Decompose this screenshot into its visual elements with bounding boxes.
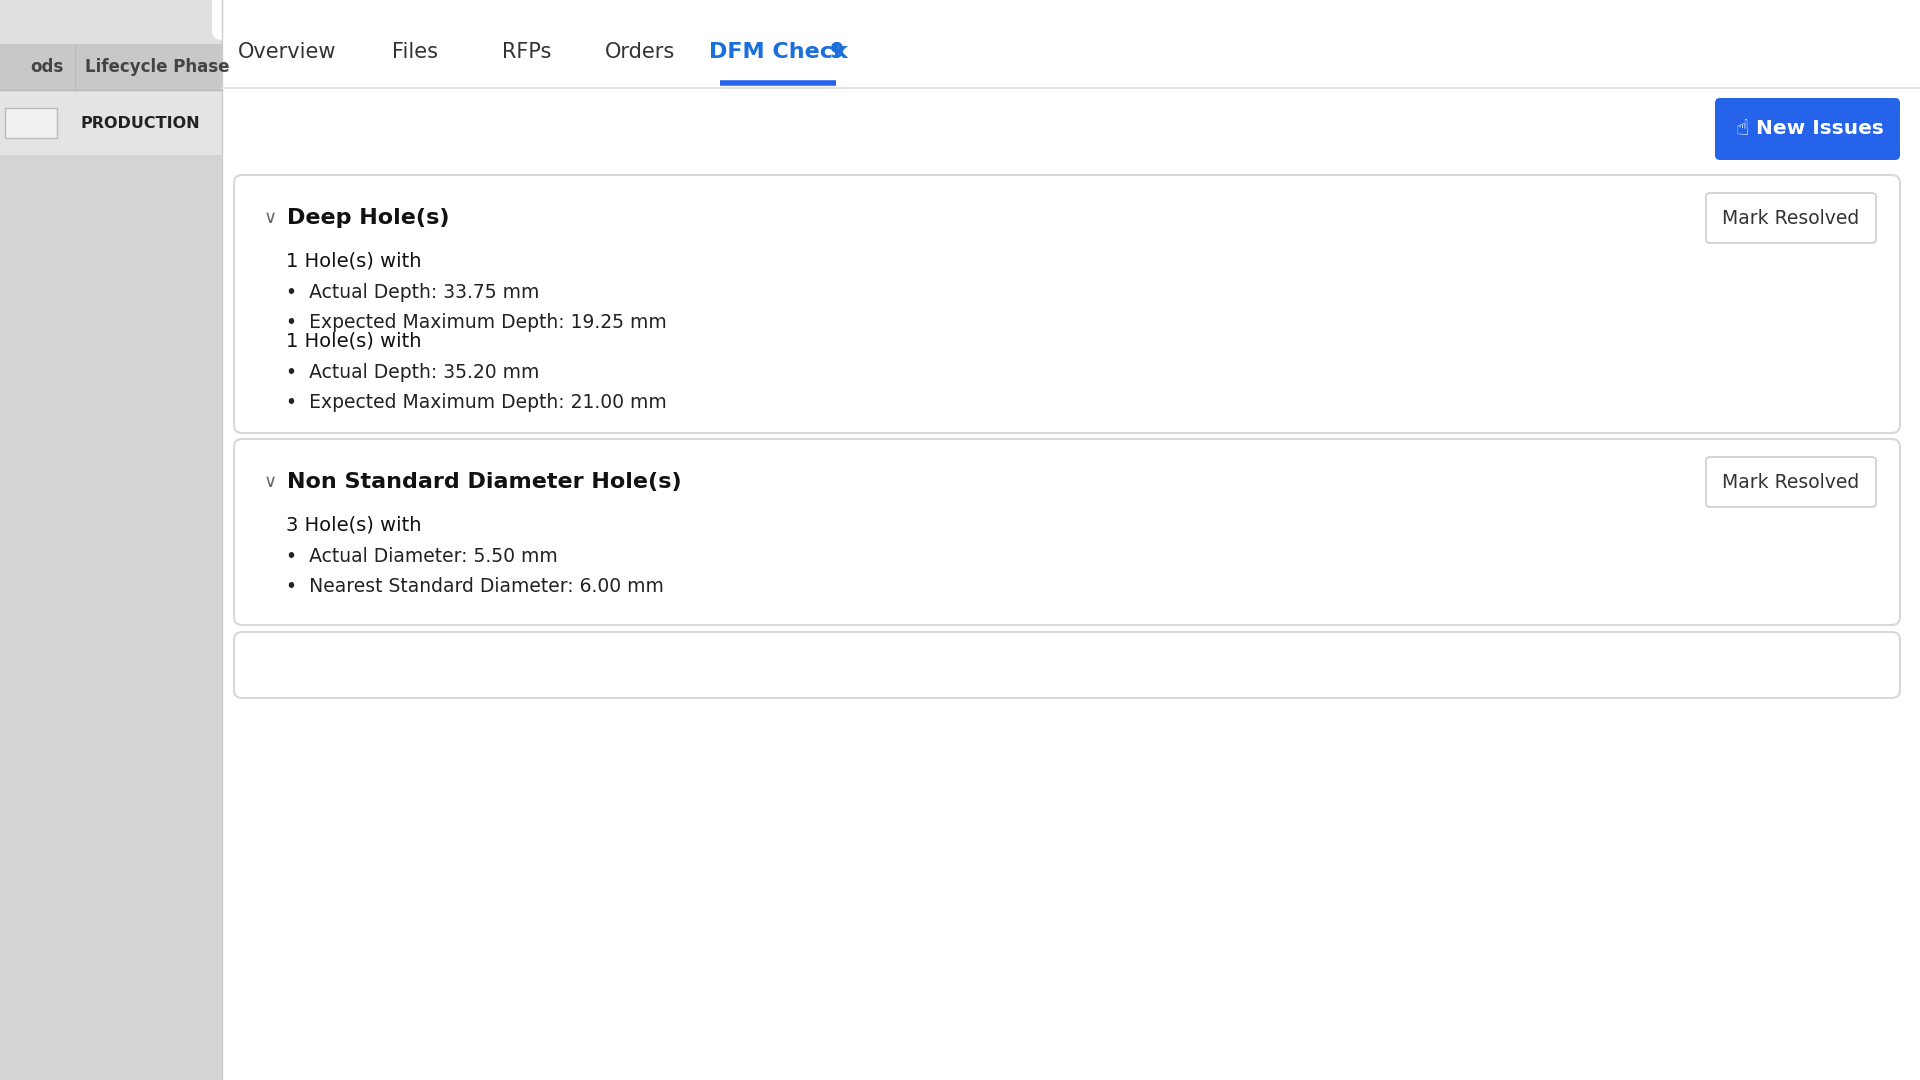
Text: 1 Hole(s) with: 1 Hole(s) with <box>286 332 422 351</box>
Text: Files: Files <box>392 42 438 62</box>
Text: DFM Check: DFM Check <box>708 42 847 62</box>
Text: •  Actual Depth: 35.20 mm: • Actual Depth: 35.20 mm <box>286 364 540 382</box>
Bar <box>0 90 223 156</box>
Bar <box>0 0 223 44</box>
Text: 1 Hole(s) with: 1 Hole(s) with <box>286 252 422 270</box>
Text: ods: ods <box>31 58 63 76</box>
Text: •  Actual Depth: 33.75 mm: • Actual Depth: 33.75 mm <box>286 283 540 302</box>
Text: RFPs: RFPs <box>503 42 551 62</box>
FancyBboxPatch shape <box>1715 98 1901 160</box>
Text: 3 Hole(s) with: 3 Hole(s) with <box>286 515 422 535</box>
Text: •  Actual Diameter: 5.50 mm: • Actual Diameter: 5.50 mm <box>286 548 557 567</box>
Text: Overview: Overview <box>238 42 336 62</box>
Bar <box>223 0 1920 1080</box>
Bar <box>6 108 58 138</box>
Text: Mark Resolved: Mark Resolved <box>1722 208 1860 228</box>
Text: ∨: ∨ <box>265 473 276 491</box>
Text: Lifecycle Phase: Lifecycle Phase <box>84 58 230 76</box>
FancyBboxPatch shape <box>234 632 1901 698</box>
FancyBboxPatch shape <box>234 175 1901 433</box>
Text: Deep Hole(s): Deep Hole(s) <box>286 208 449 228</box>
Text: Orders: Orders <box>605 42 676 62</box>
Bar <box>0 0 223 1080</box>
Bar <box>0 44 223 90</box>
Text: PRODUCTION: PRODUCTION <box>81 116 200 131</box>
FancyBboxPatch shape <box>1707 457 1876 507</box>
Text: New Issues: New Issues <box>1755 120 1884 138</box>
Text: •  Expected Maximum Depth: 21.00 mm: • Expected Maximum Depth: 21.00 mm <box>286 393 666 413</box>
Text: Mark Resolved: Mark Resolved <box>1722 473 1860 491</box>
FancyBboxPatch shape <box>1707 193 1876 243</box>
Text: •  Nearest Standard Diameter: 6.00 mm: • Nearest Standard Diameter: 6.00 mm <box>286 578 664 596</box>
FancyBboxPatch shape <box>211 0 1920 40</box>
Text: ∨: ∨ <box>265 210 276 227</box>
Text: ☝: ☝ <box>1736 119 1749 139</box>
Text: •  Expected Maximum Depth: 19.25 mm: • Expected Maximum Depth: 19.25 mm <box>286 313 666 333</box>
FancyBboxPatch shape <box>234 438 1901 625</box>
Text: 9: 9 <box>829 42 845 62</box>
Text: Non Standard Diameter Hole(s): Non Standard Diameter Hole(s) <box>286 472 682 492</box>
